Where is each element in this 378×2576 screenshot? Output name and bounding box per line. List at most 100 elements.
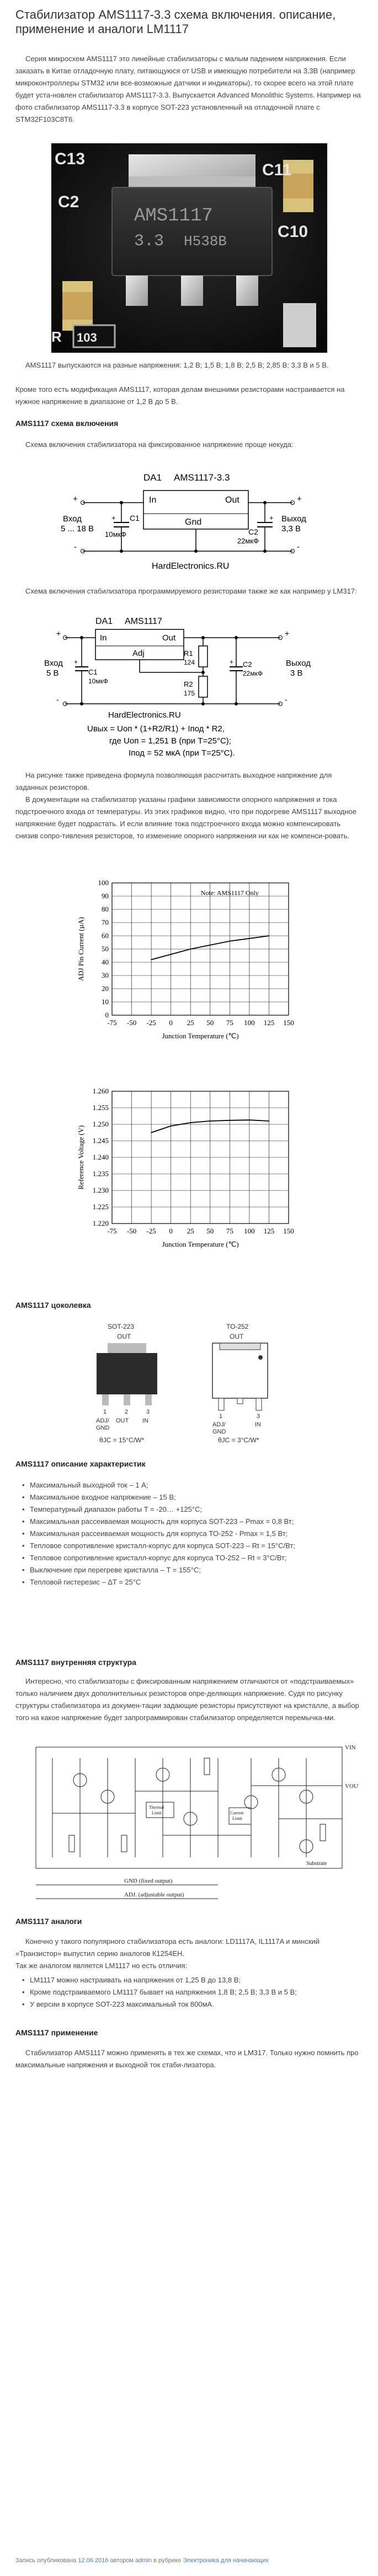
fig1-c1-plus: + (111, 514, 116, 522)
list-item: Температурный диапазон работы T = -20… +… (15, 1503, 363, 1516)
fig2-formula-3: Iпод = 52 мкА (при T=25°C). (129, 748, 235, 758)
chart-ytick-label: 1.240 (93, 1153, 109, 1161)
pinout-sot223-tab-label: OUT (117, 1333, 131, 1340)
chart-point (190, 1122, 191, 1123)
list-item: Тепловое сопротивление кристалл-корпус д… (15, 1540, 363, 1552)
chart-xtick-label: -75 (107, 1227, 116, 1235)
list-item: Максимальное входное напряжение – 15 В; (15, 1491, 363, 1503)
chart-point (190, 949, 191, 950)
chart-ytick-label: 80 (102, 905, 109, 913)
fig1-vin-plus: + (73, 494, 78, 504)
photo-mark-103: 103 (77, 331, 97, 344)
chart-ylabel: Reference Voltage (V) (77, 1125, 85, 1189)
internal-gnd-label: GND (fixed output) (124, 1878, 173, 1884)
fig2-part: AMS1117 (125, 617, 162, 626)
chart-ytick-label: 1.260 (93, 1087, 109, 1095)
fig2-r1-value: 124 (184, 659, 195, 666)
voltages-paragraph: AMS1117 выпускаются на разные напряжения… (25, 361, 329, 369)
fig2-vin-minus: - (56, 695, 59, 704)
chart-adj-current-svg: -75 -50 -25 0 25 50 75 100 125 150 0 10 20 30 40 50 60 70… (77, 879, 294, 1040)
pinout-to252-tab-label: OUT (230, 1333, 244, 1340)
fig1-pin-gnd: Gnd (185, 518, 201, 527)
page-title: Стабилизатор AMS1117-3.3 схема включения… (15, 8, 336, 36)
chart-point (229, 940, 231, 942)
internal-thermal-label: Thermal (149, 1805, 164, 1810)
chart-ytick-label: 30 (102, 971, 109, 979)
fig1-c2: C2 (248, 527, 258, 536)
fig2-c1-plus: + (74, 658, 78, 666)
fig2-pin-out: Out (162, 633, 176, 643)
chart-xtick-label: 75 (226, 1227, 233, 1235)
pinout-to252-in: IN (255, 1421, 261, 1428)
analogs-paragraph-2: Так же аналогом является LM1117 но есть … (15, 1961, 188, 1970)
pinout-sot223-n3: 3 (146, 1409, 150, 1415)
chart-ytick-label: 1.220 (93, 1219, 109, 1227)
analogs-list: LM1117 можно настраивать на напряжения о… (15, 1974, 363, 2011)
fig1-vout-minus: - (297, 542, 300, 552)
chart-ytick-label: 40 (102, 958, 109, 966)
footer-prefix: Запись опубликована (15, 2557, 78, 2564)
fig1-pin-out: Out (225, 495, 239, 505)
chart-ref-voltage-svg: -75 -50 -25 0 25 50 75 100 125 150 1.220 1.225 1.230… (77, 1087, 294, 1248)
chart-xtick-label: 0 (169, 1018, 173, 1027)
chart-point (170, 1125, 172, 1127)
internal-current-limit-label: Limit (232, 1816, 243, 1821)
schematic-fixed: DA1 AMS1117-3.3 In Out Gnd (61, 468, 315, 576)
pinout-to252-adj: ADJ/ (212, 1421, 226, 1428)
fig2-vout-label: Выход (286, 659, 311, 668)
fig2-vout-minus: - (285, 695, 288, 704)
list-item: Максимальный выходной ток – 1 А; (15, 1479, 363, 1491)
pinout-sot223-label: SOT-223 (108, 1323, 134, 1330)
chart-point (268, 935, 270, 936)
fig2-pin-adj: Adj (132, 649, 145, 658)
photo-mark-33: 3.3 (134, 232, 164, 251)
footer-category-link[interactable]: Электроника для начинающих (183, 2557, 269, 2564)
fig1-vout-value: 3,3 В (281, 524, 301, 533)
formula-paragraph: На рисунке также приведена формула позво… (15, 771, 332, 791)
regulator-photo: C13 C11 C2 C10 AMS1117 3.3 H538B 103 R (51, 143, 327, 353)
fig2-vin-label: Вход (44, 659, 63, 668)
list-item: LM1117 можно настраивать на напряжения о… (15, 1974, 363, 1986)
pinout-to252-theta: θJC = 3°C/W* (218, 1436, 259, 1444)
chart-ytick-label: 90 (102, 892, 109, 900)
chart-ytick-label: 1.250 (93, 1120, 109, 1128)
chart-xlabel: Junction Temperature (℃) (162, 1032, 238, 1040)
fig2-formula-1: Uвых = Uоп * (1+R2/R1) + Iпод * R2, (87, 724, 225, 734)
chart-xtick-label: 100 (244, 1227, 255, 1235)
chart-xlabel: Junction Temperature (℃) (162, 1240, 238, 1248)
chart-point (209, 945, 211, 946)
chart-point (229, 1120, 231, 1121)
chart-xtick-label: -75 (107, 1018, 116, 1027)
fig2-c2-plus: + (230, 658, 233, 666)
schematic-fixed-drawing: DA1 AMS1117-3.3 In Out Gnd (61, 472, 306, 571)
fig1-c1: C1 (130, 514, 140, 522)
footer-date-link[interactable]: 12.06.2016 (78, 2557, 109, 2564)
list-item: Выключение при перегреве кристалла – T =… (15, 1564, 363, 1576)
fig1-part: AMS1117-3.3 (174, 472, 230, 483)
regulator-photo-drawing: C13 C11 C2 C10 AMS1117 3.3 H538B 103 R (51, 143, 327, 353)
pinout-sot223-theta: θJC = 15°C/W* (99, 1436, 144, 1444)
fig2-r2-value: 175 (184, 689, 195, 697)
chart-ytick-label: 1.245 (93, 1136, 109, 1145)
footer-mid: автором (108, 2557, 136, 2564)
pinout-drawing: SOT-223 OUT 1 2 3 ADJ/ GND OUT IN θJC = … (96, 1323, 268, 1444)
chart-point (249, 938, 250, 939)
chart-ylabel: ADJ Pin Current (µA) (77, 917, 85, 981)
chart-xtick-label: 150 (283, 1018, 294, 1027)
fig2-c2: C2 (243, 660, 252, 669)
adjustable-paragraph: Кроме того есть модификация AMS1117, кот… (15, 385, 345, 406)
pinout-figure: SOT-223 OUT 1 2 3 ADJ/ GND OUT IN θJC = … (77, 1320, 298, 1447)
fig1-da: DA1 (143, 472, 162, 483)
footer-author-link[interactable]: admin (135, 2557, 152, 2564)
usage-paragraph: Стабилизатор AMS1117 можно применять в т… (15, 2049, 359, 2069)
fig2-vout-value: 3 В (290, 669, 303, 678)
fig1-c1-value: 10мкФ (105, 530, 126, 538)
fig1-vout-label: Выход (281, 514, 306, 524)
fig2-vin-plus: + (56, 629, 61, 638)
chart-point (209, 1120, 211, 1122)
chart-point (249, 1119, 250, 1120)
intro-paragraph: Серия микросхем AMS1117 это линейные ста… (15, 55, 361, 123)
photo-mark-c13: C13 (55, 150, 85, 168)
